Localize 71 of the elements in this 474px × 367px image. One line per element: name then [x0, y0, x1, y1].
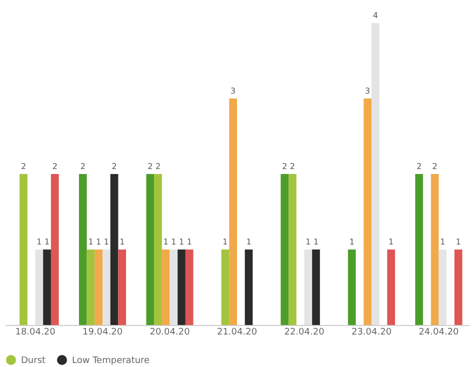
bar	[78, 174, 87, 325]
data-label: 1	[349, 238, 354, 246]
data-label: 2	[282, 162, 288, 171]
data-label: 3	[365, 86, 370, 96]
data-label: 2	[112, 162, 117, 171]
bar	[244, 250, 253, 325]
data-label: 2	[52, 162, 58, 171]
data-label: 1	[186, 238, 192, 246]
data-label: 1	[456, 238, 461, 246]
bar	[229, 98, 237, 325]
bar	[43, 250, 51, 325]
bar	[118, 250, 126, 325]
data-label: 1	[96, 238, 102, 246]
data-label: 2	[80, 162, 86, 171]
bar	[280, 174, 289, 325]
bar	[35, 250, 44, 325]
bar	[50, 174, 59, 325]
bar	[387, 250, 396, 325]
bar	[94, 250, 103, 325]
data-label: 1	[313, 238, 319, 246]
data-label: 1	[104, 238, 109, 246]
bar	[86, 250, 95, 325]
data-label: 1	[171, 238, 176, 246]
data-label: 1	[440, 238, 446, 246]
x-tick-label: 23.04.20	[351, 328, 392, 338]
data-label: 2	[290, 162, 296, 171]
bar	[110, 174, 118, 325]
x-tick-label: 18.04.20	[15, 328, 56, 338]
bar	[20, 174, 28, 325]
data-label: 1	[178, 238, 184, 246]
x-tick-label: 20.04.20	[150, 328, 190, 338]
data-label: 2	[432, 162, 438, 171]
bar	[288, 174, 296, 325]
bar	[348, 250, 356, 325]
x-tick-label: 24.04.20	[418, 328, 460, 338]
data-label: 1	[88, 238, 94, 246]
data-label: 1	[246, 238, 252, 246]
data-label: 2	[148, 162, 153, 171]
bar	[371, 23, 380, 325]
bar	[185, 250, 194, 325]
data-label: 2	[155, 162, 161, 171]
bar	[146, 174, 154, 325]
bar	[221, 250, 230, 325]
bar	[430, 174, 439, 325]
bar	[178, 250, 186, 325]
bar	[438, 250, 447, 325]
data-label: 1	[44, 238, 50, 246]
data-label: 4	[372, 11, 378, 20]
data-label: 2	[20, 162, 26, 171]
bar	[170, 250, 178, 325]
x-tick-label: 21.04.20	[216, 328, 258, 338]
bar	[162, 250, 170, 325]
bar	[454, 250, 462, 325]
x-tick-label: 22.04.20	[284, 328, 325, 338]
bar	[312, 250, 320, 325]
data-label: 2	[416, 162, 422, 171]
data-label: 1	[120, 238, 125, 246]
data-label: 1	[222, 238, 228, 246]
data-label: 1	[306, 238, 311, 246]
data-label: 1	[163, 238, 168, 246]
x-tick-label: 19.04.20	[82, 328, 123, 338]
legend-label: Durst	[21, 356, 46, 366]
data-label: 1	[388, 238, 394, 246]
bar	[102, 250, 110, 325]
bar	[415, 174, 424, 325]
legend-label: Low Temperature	[72, 356, 150, 366]
bar	[304, 250, 312, 325]
data-label: 3	[230, 86, 236, 96]
data-label: 1	[36, 238, 42, 246]
bar	[154, 174, 162, 325]
bar	[364, 98, 372, 325]
